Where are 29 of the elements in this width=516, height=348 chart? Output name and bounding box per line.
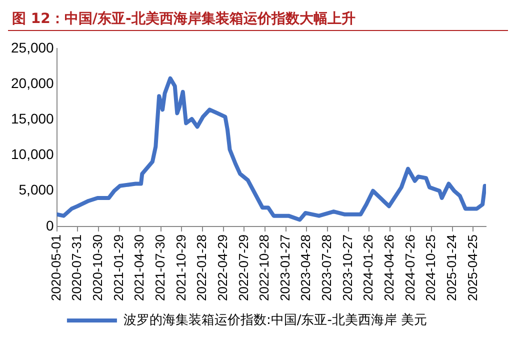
x-tick-label: 2022-07-29 (236, 234, 251, 301)
x-tick-label: 2023-04-28 (298, 234, 314, 301)
x-tick-label: 2022-04-29 (214, 234, 230, 301)
x-tick-label: 2022-10-28 (256, 234, 272, 301)
chart-title: 图 12：中国/东亚-北美西海岸集装箱运价指数大幅上升 (8, 8, 508, 31)
x-tick-label: 2020-07-31 (69, 234, 84, 301)
x-tick-label: 2021-04-30 (132, 234, 147, 301)
y-tick-label: 20,000 (10, 74, 54, 91)
x-tick-label: 2023-01-27 (277, 234, 292, 301)
y-tick-label: 15,000 (10, 110, 54, 126)
y-tick-label: 5,000 (18, 182, 54, 198)
x-tick-label: 2021-10-29 (173, 234, 188, 301)
x-tick-label: 2025-01-24 (444, 234, 459, 301)
x-tick-label: 2023-07-28 (319, 234, 334, 301)
x-tick-label: 2024-07-26 (402, 234, 418, 301)
x-tick-label: 2021-07-30 (152, 234, 168, 301)
x-tick-label: 2024-01-26 (360, 234, 376, 301)
x-tick-label: 2022-01-28 (194, 234, 210, 301)
legend-label: 波罗的海集装箱运价指数:中国/东亚-北美西海岸 美元 (123, 312, 428, 328)
y-tick-label: 25,000 (10, 39, 54, 56)
y-tick-label: 0 (46, 217, 54, 234)
x-tick-label: 2021-01-29 (110, 234, 126, 301)
y-tick-label: 10,000 (10, 146, 54, 162)
x-tick-label: 2024-10-25 (423, 234, 438, 301)
x-tick-label: 2020-05-01 (48, 234, 64, 301)
x-tick-label: 2023-10-27 (340, 234, 355, 301)
x-tick-label: 2024-04-26 (381, 234, 396, 301)
x-tick-label: 2025-04-25 (464, 234, 480, 301)
x-tick-label: 2020-10-30 (90, 234, 106, 301)
